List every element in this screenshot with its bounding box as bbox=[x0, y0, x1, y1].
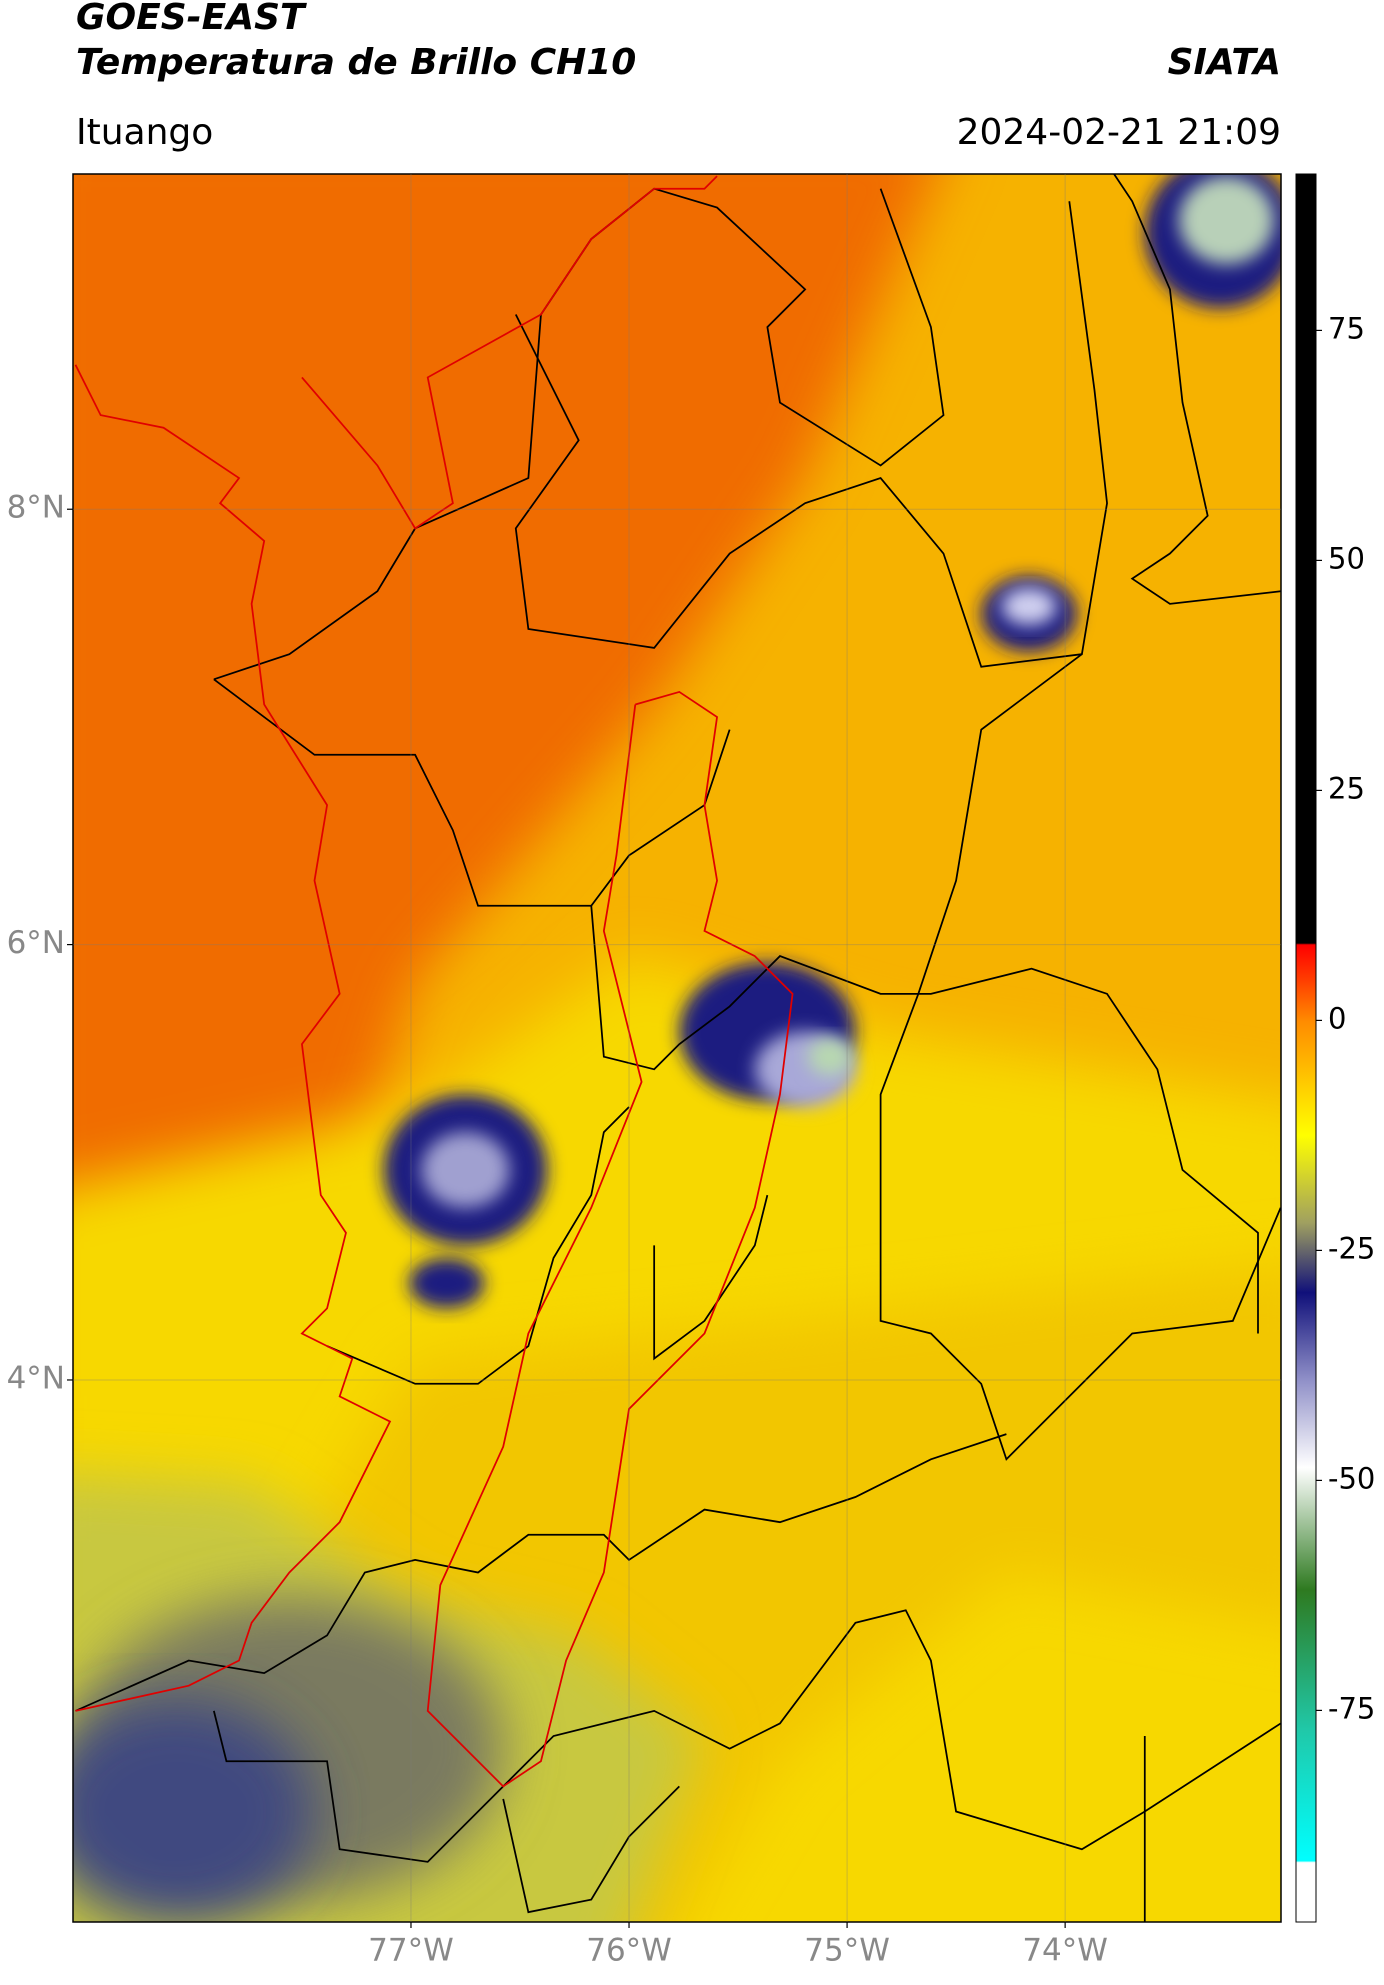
lat-tick-label: 6°N bbox=[7, 925, 65, 961]
colorbar-tick-label: 0 bbox=[1328, 1001, 1346, 1035]
datetime: 2024-02-21 21:09 bbox=[957, 112, 1281, 153]
map-frame bbox=[72, 173, 1282, 1923]
subtitle: Temperatura de Brillo CH10 bbox=[76, 42, 636, 83]
lon-tick-label: 75°W bbox=[804, 1933, 890, 1969]
colorbar-tick-label: -25 bbox=[1328, 1231, 1375, 1265]
lat-tick-label: 4°N bbox=[7, 1360, 65, 1396]
colorbar bbox=[1295, 173, 1317, 1923]
title: GOES-EAST bbox=[76, 0, 307, 38]
location: Ituango bbox=[76, 112, 213, 153]
colorbar-tick-label: -75 bbox=[1328, 1691, 1375, 1725]
map-image bbox=[73, 174, 1281, 1922]
colorbar-tick-label: 50 bbox=[1328, 541, 1365, 575]
lon-tick-label: 76°W bbox=[586, 1933, 672, 1969]
source: SIATA bbox=[1168, 42, 1281, 83]
colorbar-tick-label: 25 bbox=[1328, 771, 1365, 805]
colorbar-tick-label: 75 bbox=[1328, 311, 1365, 345]
lat-tick-label: 8°N bbox=[7, 490, 65, 526]
lon-tick-label: 74°W bbox=[1022, 1933, 1108, 1969]
colorbar-tick-label: -50 bbox=[1328, 1461, 1375, 1495]
lon-tick-label: 77°W bbox=[368, 1933, 454, 1969]
